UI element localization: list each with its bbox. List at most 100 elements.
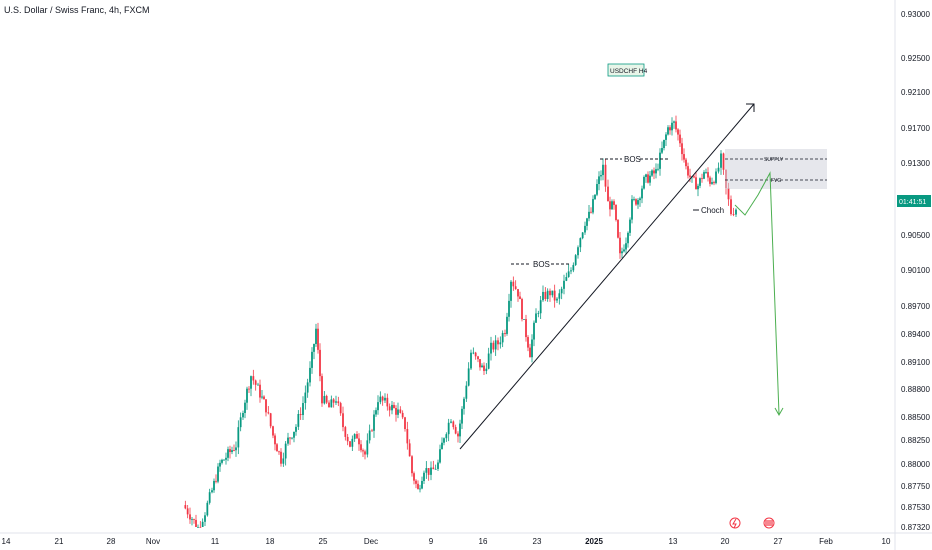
candle-body: [592, 199, 594, 213]
candle-body: [274, 435, 276, 445]
candle-body: [259, 384, 261, 398]
candle-body: [447, 422, 450, 435]
candle-body: [645, 174, 647, 177]
time-tick-label: 2025: [585, 537, 603, 546]
candle-body: [713, 182, 715, 184]
candle-body: [525, 319, 527, 338]
price-axis[interactable]: 0.93000 0.92500 0.92100 0.91700 0.91300 0.905…: [901, 10, 930, 532]
candle-body: [671, 122, 673, 131]
candle-body: [722, 153, 725, 170]
candle-body: [235, 447, 237, 451]
candle-body: [252, 376, 255, 381]
time-axis[interactable]: 14 21 28 Nov 11 18 25 Dec 9 16 23 2025 13 20 27 Feb 10: [2, 537, 891, 546]
chart-title: U.S. Dollar / Swiss Franc, 4h, FXCM: [4, 5, 150, 15]
candle-body: [459, 423, 461, 437]
candle-body: [445, 434, 448, 439]
trend-line[interactable]: [459, 103, 755, 450]
candle-body: [441, 442, 443, 450]
candle-body: [257, 384, 259, 386]
time-tick-label: 23: [533, 537, 542, 546]
candle-body: [675, 121, 677, 130]
candle-body: [306, 382, 309, 393]
price-tick-label: 0.90500: [901, 231, 930, 240]
candle-body: [197, 527, 199, 528]
candle-body: [519, 296, 521, 300]
candle-body: [479, 359, 481, 368]
candle-body: [494, 340, 497, 350]
candle-body: [201, 521, 204, 527]
choch-label: Choch: [701, 206, 724, 215]
candle-body: [621, 251, 623, 254]
candle-body: [315, 328, 317, 345]
candle-body: [411, 456, 413, 474]
candle-body: [430, 467, 432, 475]
price-tick-label: 0.92100: [901, 88, 930, 97]
flash-event-icon[interactable]: [729, 517, 741, 529]
candle-body: [594, 194, 596, 200]
candle-body: [276, 444, 278, 452]
candle-body: [727, 188, 730, 200]
trend-line-arrowhead: [746, 103, 755, 112]
candle-body: [533, 322, 535, 340]
candle-body: [457, 433, 459, 437]
candle-body: [213, 480, 215, 491]
candle-body: [246, 388, 248, 403]
candle-body: [625, 243, 627, 250]
candle-body: [615, 204, 617, 220]
candle-body: [607, 186, 609, 202]
candle-body: [683, 154, 685, 160]
candle-body: [641, 188, 643, 199]
candle-body: [627, 232, 629, 244]
candle-body: [284, 443, 287, 459]
supply-zone[interactable]: [725, 149, 827, 171]
candle-body: [623, 249, 625, 252]
candle-body: [344, 427, 347, 437]
candle-body: [596, 184, 598, 195]
candle-body: [399, 409, 402, 413]
supply-label: SUPPLY: [764, 157, 784, 163]
price-tick-label: 0.89400: [901, 330, 930, 339]
candle-body: [408, 443, 411, 457]
candle-body: [237, 427, 240, 448]
candle-body: [199, 527, 202, 528]
time-tick-label: 11: [211, 537, 220, 546]
candle-body: [391, 404, 393, 411]
candle-body: [717, 167, 720, 172]
candle-body: [195, 519, 197, 527]
time-tick-label: 25: [319, 537, 328, 546]
price-tick-label: 0.88000: [901, 460, 930, 469]
candle-body: [233, 450, 235, 451]
candle-body: [617, 219, 619, 238]
candle-body: [629, 219, 631, 233]
candle-body: [184, 505, 187, 509]
time-tick-label: 14: [2, 537, 11, 546]
candle-body: [443, 438, 445, 443]
candle-body: [667, 127, 669, 135]
candle-body: [321, 376, 323, 404]
candle-body: [346, 436, 349, 442]
candle-body: [556, 298, 558, 301]
current-price-tag: [897, 195, 931, 207]
candle-body: [588, 211, 590, 219]
candle-body: [730, 199, 732, 215]
candle-body: [602, 164, 604, 176]
candle-body: [386, 397, 389, 407]
candle-body: [693, 176, 695, 178]
candle-body: [711, 182, 713, 184]
candle-body: [215, 480, 217, 482]
candle-body: [472, 352, 475, 354]
candle-body: [377, 402, 379, 411]
projection-path[interactable]: [734, 171, 780, 415]
candle-body: [186, 508, 189, 515]
time-tick-label: Feb: [819, 537, 833, 546]
candle-body: [474, 352, 477, 357]
candle-body: [219, 462, 221, 467]
candle-body: [335, 401, 337, 403]
candle-body: [720, 153, 722, 168]
candle-body: [401, 412, 404, 418]
candle-body: [523, 319, 525, 320]
candle-body: [574, 255, 577, 265]
candle-body: [598, 176, 600, 185]
price-tick-label: 0.93000: [901, 10, 930, 19]
